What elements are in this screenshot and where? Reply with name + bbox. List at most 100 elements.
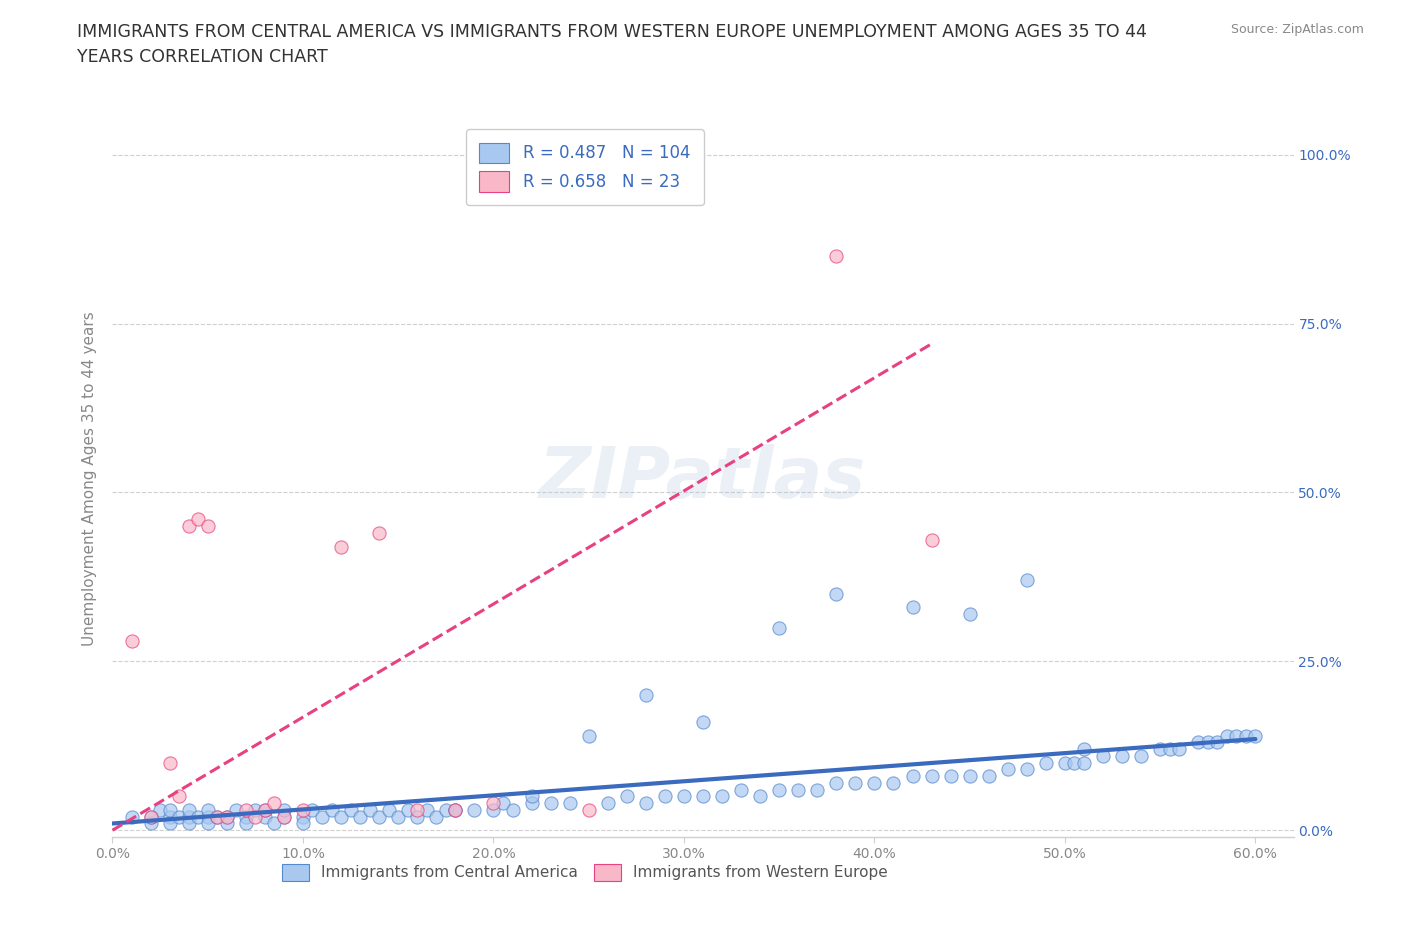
Point: [215, 816, 238, 830]
Point: [396, 803, 419, 817]
Point: [235, 809, 257, 824]
Point: [416, 803, 439, 817]
Point: [253, 803, 276, 817]
Point: [444, 803, 467, 817]
Point: [197, 803, 219, 817]
Point: [321, 803, 343, 817]
Point: [377, 803, 399, 817]
Point: [215, 809, 238, 824]
Point: [463, 803, 485, 817]
Point: [672, 789, 695, 804]
Point: [1092, 749, 1115, 764]
Point: [245, 803, 267, 817]
Point: [692, 789, 714, 804]
Point: [273, 803, 295, 817]
Point: [139, 816, 162, 830]
Point: [1234, 728, 1257, 743]
Point: [921, 769, 943, 784]
Point: [406, 803, 429, 817]
Point: [444, 803, 467, 817]
Point: [177, 809, 200, 824]
Point: [387, 809, 409, 824]
Point: [349, 809, 371, 824]
Point: [1130, 749, 1153, 764]
Point: [121, 809, 143, 824]
Point: [301, 803, 323, 817]
Point: [167, 789, 190, 804]
Point: [207, 809, 229, 824]
Point: [197, 809, 219, 824]
Point: [1073, 755, 1095, 770]
Point: [1063, 755, 1085, 770]
Point: [749, 789, 772, 804]
Point: [806, 782, 828, 797]
Point: [291, 803, 314, 817]
Point: [167, 809, 190, 824]
Point: [235, 816, 257, 830]
Point: [578, 728, 600, 743]
Point: [368, 525, 391, 540]
Point: [768, 620, 790, 635]
Point: [1053, 755, 1076, 770]
Point: [177, 519, 200, 534]
Point: [339, 803, 361, 817]
Point: [444, 803, 467, 817]
Point: [197, 519, 219, 534]
Point: [1216, 728, 1239, 743]
Point: [139, 809, 162, 824]
Point: [1159, 742, 1181, 757]
Point: [330, 809, 353, 824]
Point: [1168, 742, 1191, 757]
Point: [558, 796, 581, 811]
Point: [711, 789, 734, 804]
Point: [825, 776, 848, 790]
Point: [1197, 735, 1219, 750]
Point: [253, 809, 276, 824]
Point: [997, 762, 1019, 777]
Point: [825, 248, 848, 263]
Point: [263, 816, 285, 830]
Point: [291, 809, 314, 824]
Point: [959, 606, 981, 621]
Point: [520, 796, 543, 811]
Point: [1225, 728, 1247, 743]
Point: [187, 512, 209, 527]
Point: [253, 803, 276, 817]
Point: [1015, 573, 1038, 588]
Point: [406, 809, 429, 824]
Point: [730, 782, 752, 797]
Point: [977, 769, 1000, 784]
Point: [1187, 735, 1209, 750]
Point: [482, 796, 505, 811]
Point: [1111, 749, 1133, 764]
Point: [616, 789, 638, 804]
Point: [634, 796, 657, 811]
Point: [215, 809, 238, 824]
Point: [882, 776, 904, 790]
Point: [502, 803, 524, 817]
Point: [434, 803, 457, 817]
Point: [273, 809, 295, 824]
Point: [1035, 755, 1057, 770]
Point: [921, 532, 943, 547]
Point: [245, 809, 267, 824]
Point: [197, 816, 219, 830]
Point: [596, 796, 619, 811]
Point: [492, 796, 515, 811]
Point: [225, 803, 247, 817]
Point: [149, 803, 172, 817]
Point: [159, 803, 181, 817]
Point: [482, 803, 505, 817]
Point: [177, 816, 200, 830]
Legend: Immigrants from Central America, Immigrants from Western Europe: Immigrants from Central America, Immigra…: [276, 857, 894, 886]
Point: [159, 809, 181, 824]
Point: [863, 776, 886, 790]
Point: [654, 789, 676, 804]
Text: ZIPatlas: ZIPatlas: [540, 445, 866, 513]
Point: [959, 769, 981, 784]
Point: [1244, 728, 1267, 743]
Point: [159, 755, 181, 770]
Point: [578, 803, 600, 817]
Text: Source: ZipAtlas.com: Source: ZipAtlas.com: [1230, 23, 1364, 36]
Point: [235, 803, 257, 817]
